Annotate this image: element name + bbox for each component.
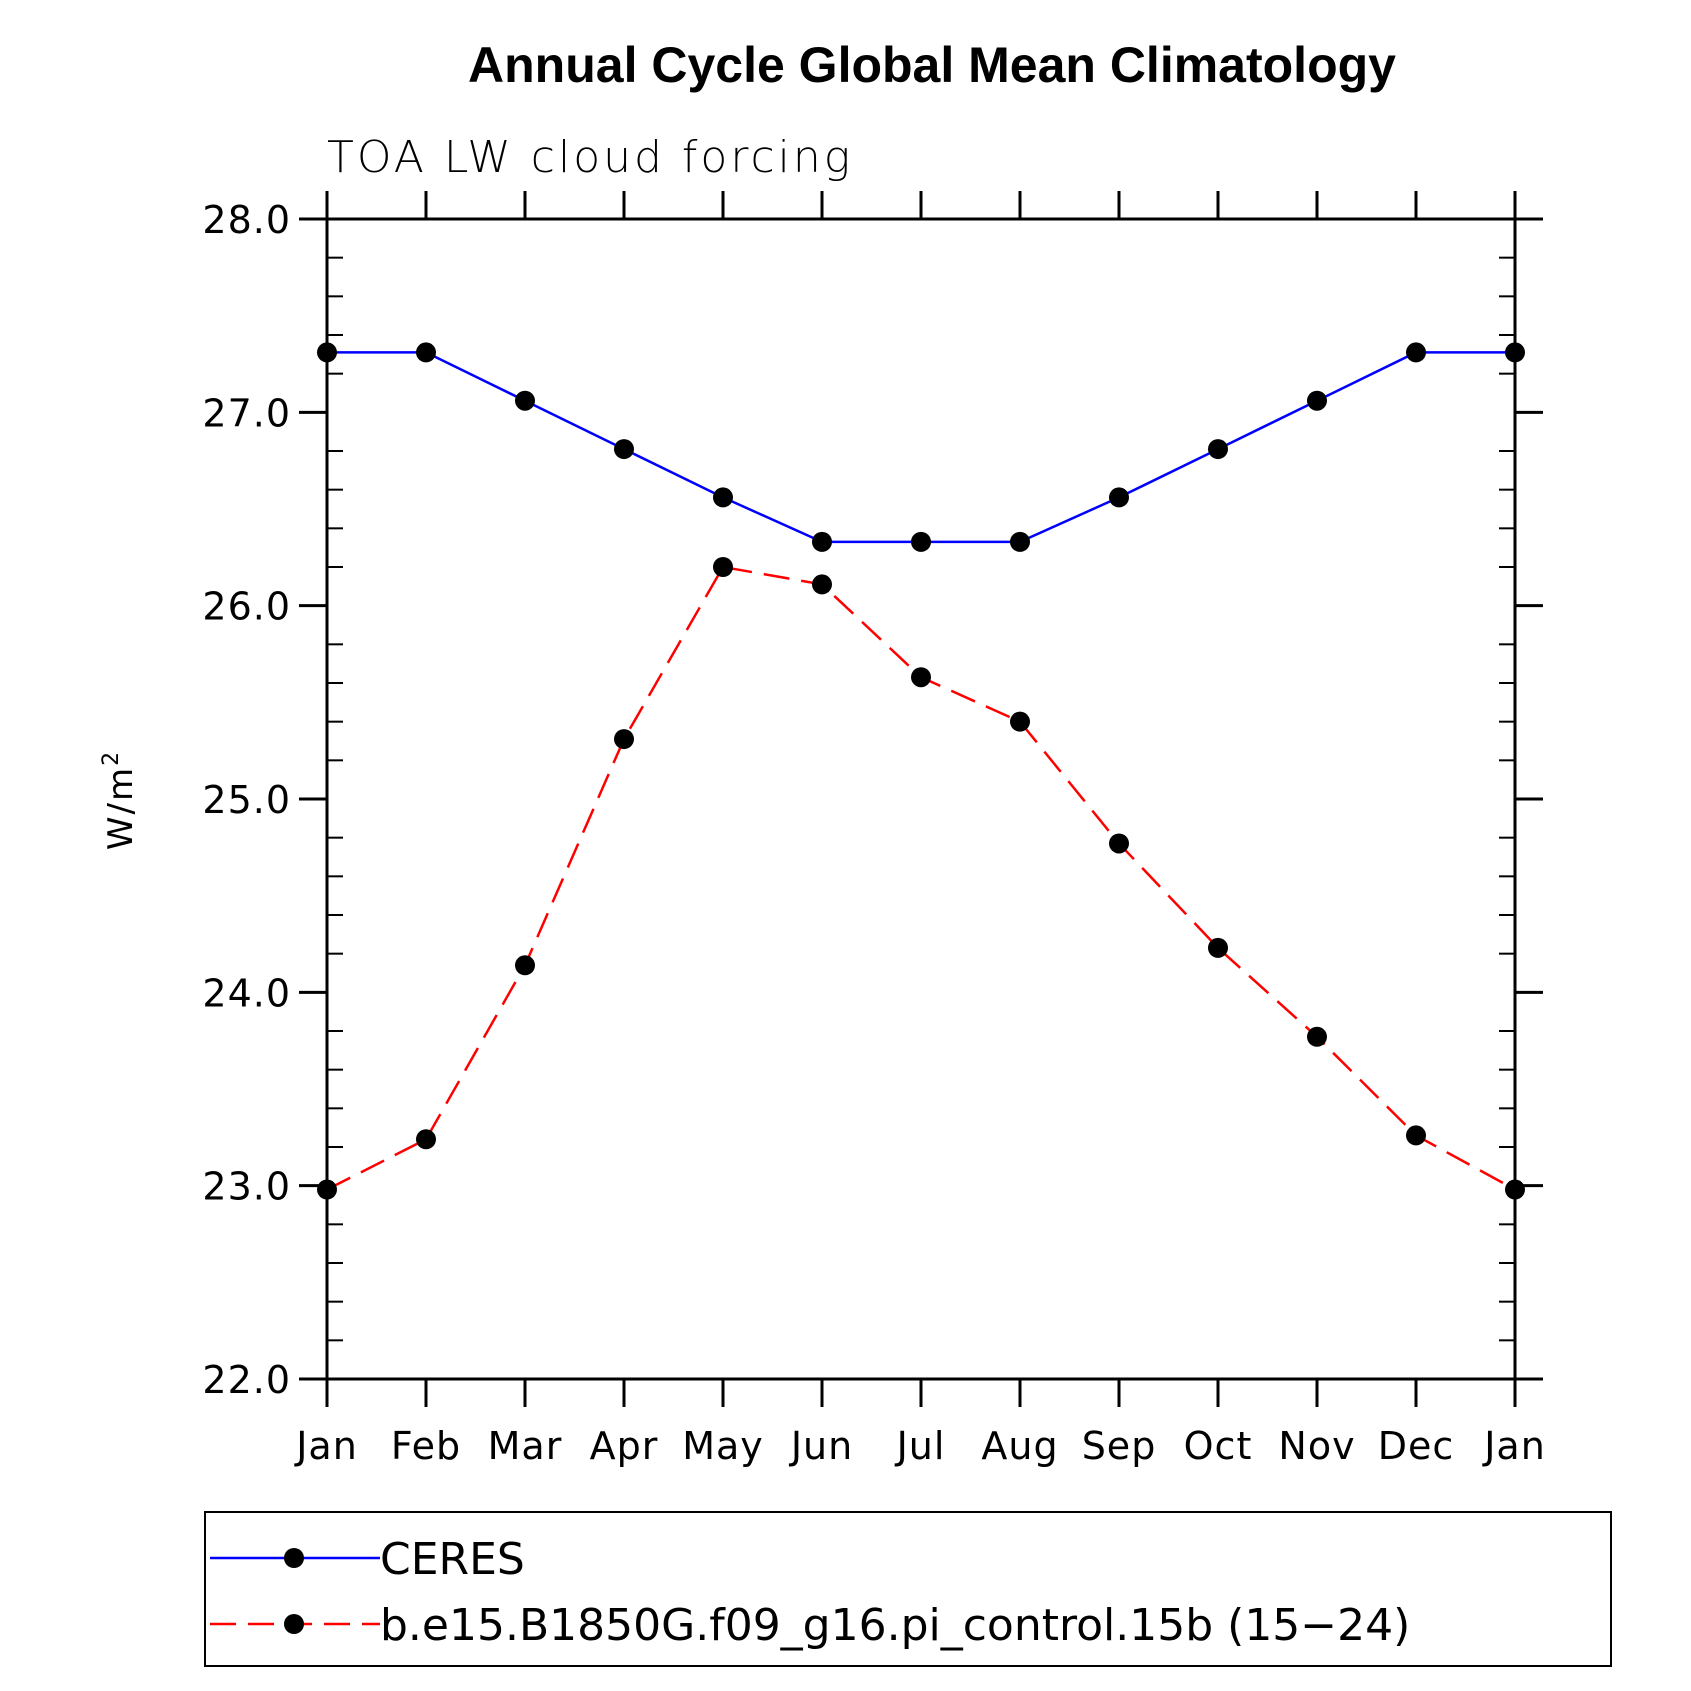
series-point-1 xyxy=(713,557,733,577)
series-point-0 xyxy=(1208,439,1228,460)
y-tick-label: 22.0 xyxy=(202,1358,291,1402)
x-tick-labels: Jan Feb Mar Apr May Jun Jul Aug Sep Oct Nov Dec Jan xyxy=(294,1424,1546,1468)
x-tick-label: Jul xyxy=(895,1424,946,1468)
legend-label-1: b.e15.B1850G.f09_g16.pi_control.15b (15−… xyxy=(380,1600,1410,1651)
series-point-1 xyxy=(911,667,931,688)
y-tick-label: 23.0 xyxy=(202,1165,291,1209)
y-tick-labels: 22.0 23.0 24.0 25.0 26.0 27.0 28.0 xyxy=(202,198,291,1402)
legend-marker-0 xyxy=(284,1548,304,1568)
series-point-0 xyxy=(1406,342,1426,363)
x-tick-label: Oct xyxy=(1184,1424,1253,1468)
y-tick-label: 27.0 xyxy=(202,391,291,435)
series-lines xyxy=(326,351,1516,1191)
series-point-0 xyxy=(1505,342,1525,363)
y-tick-label: 28.0 xyxy=(202,198,291,242)
series-point-1 xyxy=(1208,937,1228,958)
series-point-1 xyxy=(1307,1026,1327,1047)
legend-marker-1 xyxy=(284,1614,304,1634)
series-markers xyxy=(317,342,1525,1200)
x-tick-label: Mar xyxy=(488,1424,563,1468)
series-point-0 xyxy=(911,531,931,552)
chart-title: Annual Cycle Global Mean Climatology xyxy=(468,37,1396,93)
series-point-0 xyxy=(713,487,733,508)
x-tick-label: Nov xyxy=(1278,1424,1355,1468)
plot-frame xyxy=(325,217,1517,1381)
legend-frame xyxy=(204,1511,1612,1667)
y-axis-label-text: W/m xyxy=(101,766,141,850)
plot-area: 22.0 23.0 24.0 25.0 26.0 27.0 28.0 Jan Feb Mar Ap… xyxy=(202,191,1545,1468)
axis-ticks xyxy=(299,191,1543,1407)
x-tick-label: Apr xyxy=(590,1424,659,1468)
series-point-1 xyxy=(317,1179,337,1200)
x-tick-label: Jan xyxy=(1482,1424,1546,1468)
series-point-1 xyxy=(416,1129,436,1150)
y-tick-label: 24.0 xyxy=(202,971,291,1015)
x-tick-label: Jun xyxy=(789,1424,853,1468)
series-point-1 xyxy=(812,574,832,595)
series-point-1 xyxy=(1406,1125,1426,1146)
series-point-1 xyxy=(1505,1179,1525,1200)
x-tick-label: Jan xyxy=(294,1424,358,1468)
x-tick-label: Dec xyxy=(1378,1424,1455,1468)
x-tick-label: Feb xyxy=(391,1424,461,1468)
series-point-0 xyxy=(515,390,535,411)
y-axis-label-superscript: 2 xyxy=(99,750,124,766)
legend-label-0: CERES xyxy=(380,1534,525,1585)
series-point-0 xyxy=(1010,531,1030,552)
series-point-0 xyxy=(1109,487,1129,508)
chart-subtitle: TOA LW cloud forcing xyxy=(327,132,853,183)
series-point-1 xyxy=(1010,711,1030,732)
y-tick-label: 26.0 xyxy=(202,585,291,629)
series-point-0 xyxy=(614,439,634,460)
series-line-1 xyxy=(326,565,1516,1191)
series-point-0 xyxy=(416,342,436,363)
series-point-0 xyxy=(317,342,337,363)
svg-text:W/m2: W/m2 xyxy=(99,750,141,850)
x-tick-label: May xyxy=(682,1424,764,1468)
series-point-1 xyxy=(515,955,535,976)
series-line-0 xyxy=(327,351,1515,544)
series-point-1 xyxy=(1109,833,1129,854)
y-axis-label: W/m2 xyxy=(99,750,141,850)
legend-entries: CERES b.e15.B1850G.f09_g16.pi_control.15b… xyxy=(210,1534,1410,1651)
series-point-1 xyxy=(614,729,634,750)
x-tick-label: Sep xyxy=(1082,1424,1157,1468)
legend: CERES b.e15.B1850G.f09_g16.pi_control.15b… xyxy=(204,1511,1612,1667)
x-tick-label: Aug xyxy=(981,1424,1058,1468)
series-point-0 xyxy=(812,531,832,552)
series-point-0 xyxy=(1307,390,1327,411)
y-tick-label: 25.0 xyxy=(202,778,291,822)
